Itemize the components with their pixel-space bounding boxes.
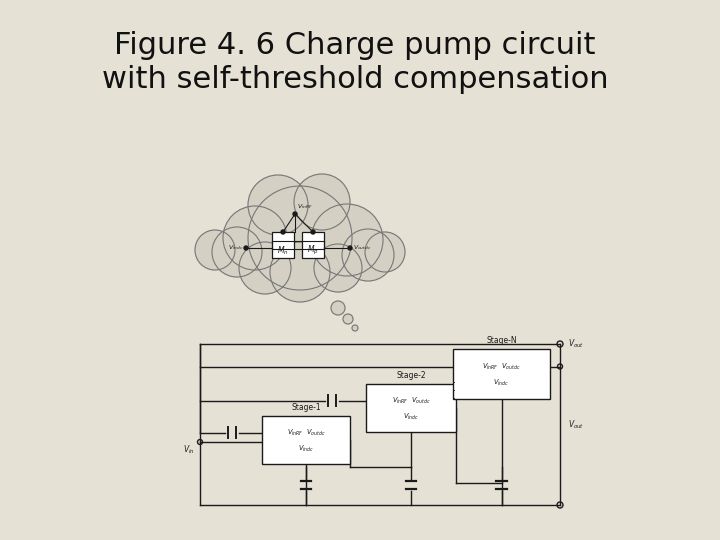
- Text: $V_{in}$: $V_{in}$: [184, 444, 195, 456]
- Circle shape: [314, 244, 362, 292]
- Circle shape: [248, 175, 308, 235]
- Circle shape: [293, 212, 297, 216]
- Circle shape: [311, 204, 383, 276]
- Circle shape: [239, 242, 291, 294]
- Text: $M_n$: $M_n$: [277, 245, 289, 257]
- Circle shape: [365, 232, 405, 272]
- Text: $V_{indc}$: $V_{indc}$: [493, 378, 510, 388]
- Text: $V_{outdc}$: $V_{outdc}$: [353, 244, 372, 252]
- Circle shape: [223, 206, 287, 270]
- Text: $V_{out}$: $V_{out}$: [568, 338, 584, 350]
- FancyBboxPatch shape: [262, 416, 350, 464]
- Circle shape: [294, 174, 350, 230]
- Text: $V_{indc}$: $V_{indc}$: [228, 244, 243, 252]
- Circle shape: [343, 314, 353, 324]
- Text: $V_{inRF}$  $V_{outdc}$: $V_{inRF}$ $V_{outdc}$: [287, 428, 325, 438]
- Circle shape: [311, 230, 315, 234]
- Text: $V_{inRF}$: $V_{inRF}$: [297, 202, 313, 211]
- Text: Stage-2: Stage-2: [396, 371, 426, 380]
- Text: $V_{indc}$: $V_{indc}$: [403, 411, 419, 422]
- FancyBboxPatch shape: [366, 384, 456, 432]
- Circle shape: [248, 186, 352, 290]
- Circle shape: [195, 230, 235, 270]
- Text: $V_{inRF}$  $V_{outdc}$: $V_{inRF}$ $V_{outdc}$: [392, 396, 431, 406]
- Text: $V_{inRF}$  $V_{outdc}$: $V_{inRF}$ $V_{outdc}$: [482, 361, 521, 372]
- FancyBboxPatch shape: [453, 349, 550, 399]
- Text: Figure 4. 6 Charge pump circuit: Figure 4. 6 Charge pump circuit: [114, 30, 595, 59]
- Text: $V_{indc}$: $V_{indc}$: [298, 443, 314, 454]
- Circle shape: [244, 246, 248, 250]
- Text: $V_{out}$: $V_{out}$: [568, 418, 584, 431]
- Text: Stage-1: Stage-1: [291, 403, 321, 412]
- Circle shape: [342, 229, 394, 281]
- Text: with self-threshold compensation: with self-threshold compensation: [102, 65, 608, 94]
- Text: $M_p$: $M_p$: [307, 244, 319, 257]
- FancyBboxPatch shape: [272, 232, 294, 258]
- Circle shape: [281, 230, 285, 234]
- FancyBboxPatch shape: [302, 232, 324, 258]
- Text: Stage-N: Stage-N: [486, 336, 517, 345]
- Circle shape: [331, 301, 345, 315]
- Circle shape: [270, 242, 330, 302]
- Text: ·
·
·: · · ·: [453, 377, 456, 404]
- Circle shape: [348, 246, 352, 250]
- Circle shape: [212, 227, 262, 277]
- Circle shape: [352, 325, 358, 331]
